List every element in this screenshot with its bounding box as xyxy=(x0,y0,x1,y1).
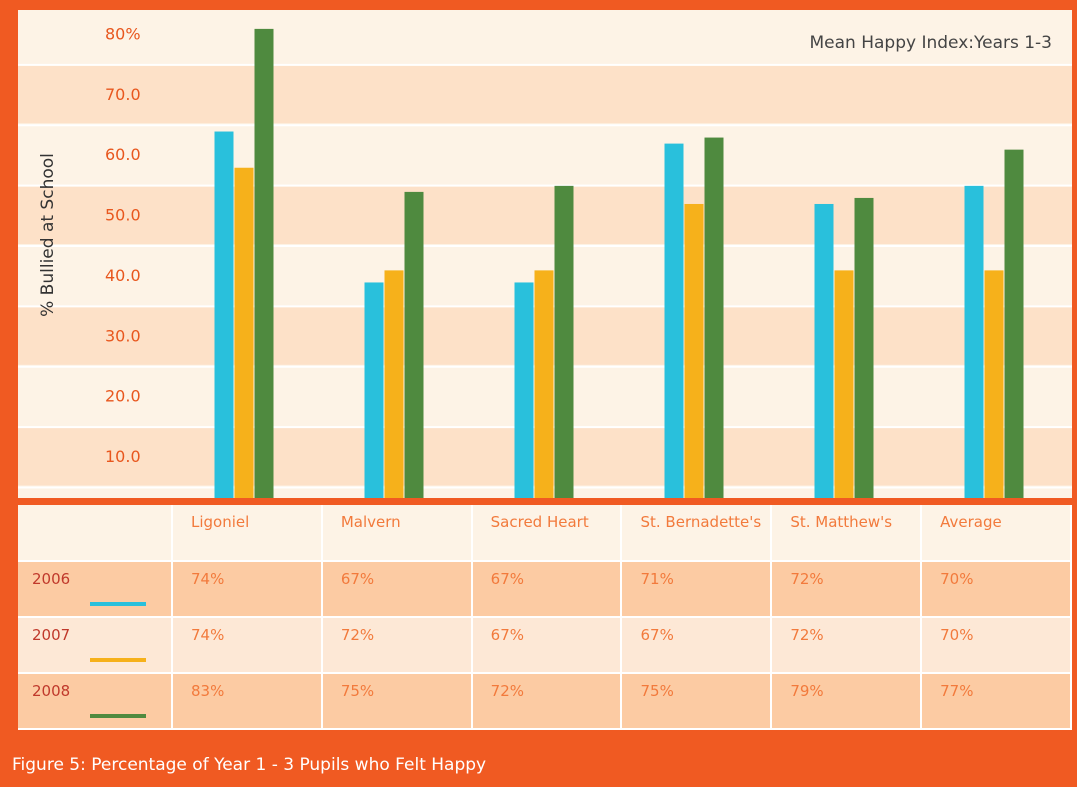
table-cell: 72% xyxy=(471,673,623,730)
column-header: Average xyxy=(921,505,1072,562)
row-label: 2006 xyxy=(18,561,173,618)
band xyxy=(18,186,1072,245)
column-header: Sacred Heart xyxy=(471,505,623,562)
caption: Figure 5: Percentage of Year 1 - 3 Pupil… xyxy=(12,755,487,775)
table-cell: 67% xyxy=(621,617,773,674)
table-cell: 74% xyxy=(172,617,323,674)
data-row: 2007 74% 72% 67% 67% 72% 70% xyxy=(18,617,1072,674)
annotation: Mean Happy Index:Years 1-3 xyxy=(809,33,1052,53)
table-cell: 77% xyxy=(921,673,1072,730)
bar xyxy=(704,137,724,498)
bar xyxy=(554,185,574,498)
y-tick-label: 60.0 xyxy=(105,145,141,164)
table-cell: 74% xyxy=(172,561,323,618)
legend-swatch xyxy=(90,658,146,662)
column-header: St. Bernadette's xyxy=(621,505,773,562)
legend-label: 2008 xyxy=(32,682,71,700)
table-cell: 71% xyxy=(621,561,773,618)
y-tick-label: 10.0 xyxy=(105,447,141,466)
y-tick-label: 30.0 xyxy=(105,326,141,345)
bar xyxy=(814,203,834,498)
legend-label: 2006 xyxy=(32,570,71,588)
table-cell: 83% xyxy=(172,673,323,730)
table-cell: 75% xyxy=(321,673,473,730)
table-cell: 72% xyxy=(771,561,923,618)
column-header: Malvern xyxy=(321,505,473,562)
y-axis-label: % Bullied at School xyxy=(38,153,58,317)
table-cell: 72% xyxy=(321,617,473,674)
legend-swatch xyxy=(90,714,146,718)
row-label: 2008 xyxy=(18,673,173,730)
table-cell: 79% xyxy=(771,673,923,730)
bar xyxy=(984,270,1004,498)
bar xyxy=(964,185,984,498)
bar xyxy=(384,270,404,498)
corner-cell xyxy=(18,505,173,562)
table-cell: 67% xyxy=(321,561,473,618)
y-tick-label: 80% xyxy=(105,24,141,43)
row-label: 2007 xyxy=(18,617,173,674)
table-cell: 72% xyxy=(771,617,923,674)
data-row: 2006 74% 67% 67% 71% 72% 70% xyxy=(18,561,1072,618)
bar xyxy=(854,197,874,498)
bar xyxy=(254,28,274,498)
bar xyxy=(1004,149,1024,499)
bar xyxy=(834,270,854,498)
band xyxy=(18,10,1072,63)
band xyxy=(18,125,1072,184)
legend-label: 2007 xyxy=(32,626,71,644)
y-tick-label: 70.0 xyxy=(105,85,141,104)
table-cell: 70% xyxy=(921,617,1072,674)
bar xyxy=(214,131,234,498)
y-tick-label: 50.0 xyxy=(105,206,141,225)
bar xyxy=(364,282,384,498)
data-table: Ligoniel Malvern Sacred Heart St. Bernadett… xyxy=(18,505,1072,730)
column-header: St. Matthew's xyxy=(771,505,923,562)
chart: Mean Happy Index:Years 1-3 % Bullied at … xyxy=(18,10,1072,499)
table-cell: 67% xyxy=(471,561,623,618)
y-tick-label: 40.0 xyxy=(105,266,141,285)
y-tick-label: 20.0 xyxy=(105,387,141,406)
legend-swatch xyxy=(90,602,146,606)
column-header: Ligoniel xyxy=(172,505,323,562)
bar xyxy=(404,191,424,498)
bar xyxy=(534,270,554,498)
bar xyxy=(684,203,704,498)
bar xyxy=(234,167,254,498)
table-cell: 67% xyxy=(471,617,623,674)
table-cell: 75% xyxy=(621,673,773,730)
bar xyxy=(664,143,684,498)
bar xyxy=(514,282,534,498)
table-cell: 70% xyxy=(921,561,1072,618)
header-row: Ligoniel Malvern Sacred Heart St. Bernadett… xyxy=(18,505,1072,562)
data-row: 2008 83% 75% 72% 75% 79% 77% xyxy=(18,673,1072,730)
band xyxy=(18,65,1072,124)
